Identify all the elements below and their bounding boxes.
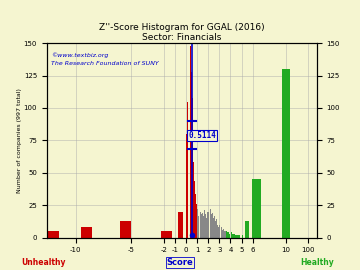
Bar <box>211 214 212 238</box>
Bar <box>223 228 224 238</box>
Bar <box>81 227 92 238</box>
Bar <box>203 215 204 238</box>
Bar <box>208 212 210 238</box>
Bar <box>199 212 201 238</box>
Bar <box>120 221 131 238</box>
Bar <box>224 231 225 238</box>
Bar <box>194 181 195 238</box>
Bar <box>226 231 227 238</box>
Bar <box>193 163 194 238</box>
Bar <box>212 213 213 238</box>
Bar <box>234 234 235 238</box>
Bar <box>237 235 238 238</box>
Bar <box>204 210 205 238</box>
Bar <box>282 153 291 238</box>
Bar <box>205 214 206 238</box>
Bar <box>207 212 208 238</box>
Text: Healthy: Healthy <box>300 258 334 267</box>
Bar <box>242 235 243 238</box>
Bar <box>240 235 242 238</box>
Bar <box>245 221 249 238</box>
Bar <box>217 225 218 238</box>
Bar <box>161 231 167 238</box>
Bar <box>232 234 233 238</box>
Bar <box>178 212 183 238</box>
Text: Score: Score <box>167 258 193 267</box>
Bar <box>252 179 261 238</box>
Title: Z''-Score Histogram for GGAL (2016)
Sector: Financials: Z''-Score Histogram for GGAL (2016) Sect… <box>99 23 265 42</box>
Bar <box>214 215 215 238</box>
Bar <box>201 214 202 238</box>
Bar <box>206 218 207 238</box>
Bar <box>216 220 217 238</box>
Bar <box>228 232 229 238</box>
Bar <box>229 234 230 238</box>
Bar <box>196 204 197 238</box>
Bar <box>230 232 231 238</box>
Bar <box>197 209 198 238</box>
Bar <box>227 232 228 238</box>
Bar <box>239 235 240 238</box>
Bar <box>238 235 239 238</box>
Bar <box>215 221 216 238</box>
Bar <box>192 98 193 238</box>
Text: 0.5114: 0.5114 <box>188 131 216 140</box>
Bar <box>233 234 234 238</box>
Text: Unhealthy: Unhealthy <box>21 258 66 267</box>
Bar <box>195 194 196 238</box>
Bar <box>210 209 211 238</box>
Text: ©www.textbiz.org: ©www.textbiz.org <box>51 52 109 58</box>
Bar <box>282 69 290 238</box>
Bar <box>48 231 59 238</box>
Bar <box>191 72 192 238</box>
Bar <box>236 235 237 238</box>
Bar <box>198 215 199 238</box>
Bar <box>213 218 214 238</box>
Bar <box>235 235 236 238</box>
Text: The Research Foundation of SUNY: The Research Foundation of SUNY <box>51 61 159 66</box>
Bar <box>167 231 172 238</box>
Y-axis label: Number of companies (997 total): Number of companies (997 total) <box>17 88 22 193</box>
Bar <box>222 230 223 238</box>
Bar <box>225 231 226 238</box>
Bar <box>202 213 203 238</box>
Bar <box>186 134 187 238</box>
